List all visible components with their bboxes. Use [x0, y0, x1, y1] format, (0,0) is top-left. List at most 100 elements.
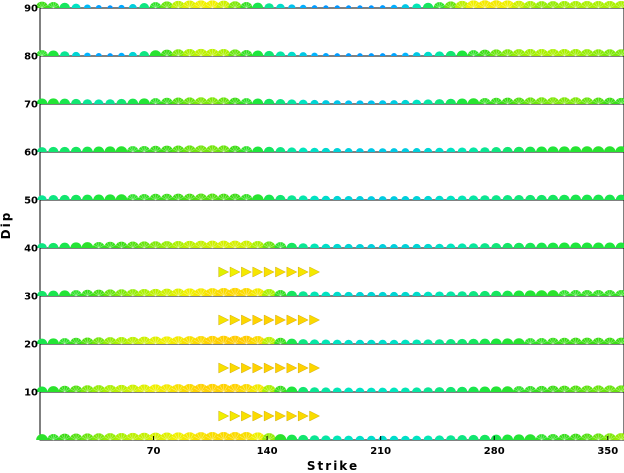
mechanism-mark — [435, 195, 444, 200]
mechanism-mark — [536, 146, 548, 152]
mechanism-mark — [356, 148, 364, 152]
mechanism-mark — [311, 52, 318, 56]
mechanism-mark — [614, 433, 624, 441]
mechanism-mark — [298, 434, 309, 440]
mechanism-mark — [602, 0, 617, 9]
mechanism-mark — [558, 337, 571, 345]
mechanism-mark — [59, 98, 71, 104]
mechanism-mark — [457, 291, 467, 296]
mechanism-mark — [92, 289, 106, 297]
mechanism-mark — [310, 147, 319, 152]
mechanism-mark — [478, 49, 492, 57]
mechanism-mark — [344, 339, 353, 344]
mechanism-mark — [59, 2, 70, 8]
y-tick-label: 90 — [24, 4, 38, 15]
mechanism-mark — [457, 435, 468, 440]
mechanism-mark — [356, 100, 364, 104]
mechanism-mark — [457, 195, 467, 200]
mechanism-mark — [355, 339, 365, 344]
mechanism-mark — [591, 385, 606, 393]
mechanism-mark — [136, 432, 152, 441]
mechanism-mark — [309, 435, 320, 440]
mechanism-mark — [115, 194, 128, 200]
mechanism-mark — [478, 97, 491, 105]
mechanism-mark — [513, 290, 525, 296]
mechanism-mark — [513, 242, 525, 248]
mechanism-mark — [593, 194, 604, 200]
mechanism-mark — [333, 100, 341, 104]
mechanism-mark — [299, 4, 307, 8]
mechanism-mark — [446, 435, 456, 440]
mechanism-mark — [332, 435, 342, 440]
mechanism-mark — [310, 291, 320, 296]
mechanism-mark — [412, 52, 421, 56]
mechanism-mark — [299, 52, 307, 56]
mechanism-mark — [298, 386, 309, 392]
mechanism-mark — [423, 387, 433, 392]
mechanism-mark — [288, 4, 296, 8]
mechanism-mark — [274, 385, 287, 393]
mechanism-mark — [603, 97, 617, 105]
mechanism-mark — [58, 433, 72, 441]
mechanism-mark — [92, 337, 106, 345]
mechanism-mark — [171, 193, 185, 201]
mechanism-mark — [454, 0, 470, 9]
mechanism-mark — [547, 146, 559, 152]
mechanism-mark — [592, 146, 605, 152]
mechanism-mark — [591, 49, 606, 57]
mechanism-mark — [412, 339, 422, 344]
mechanism-mark — [37, 243, 47, 248]
mechanism-mark — [263, 314, 275, 326]
mechanism-mark — [80, 385, 95, 393]
mechanism-mark — [333, 195, 342, 200]
mechanism-mark — [93, 146, 105, 152]
mechanism-mark — [81, 242, 94, 248]
mechanism-mark — [513, 338, 525, 344]
mechanism-mark — [401, 196, 410, 200]
mechanism-mark — [171, 145, 185, 153]
mechanism-mark — [390, 148, 398, 152]
mechanism-mark — [367, 244, 376, 248]
y-tick-label: 20 — [24, 340, 38, 351]
mechanism-mark — [378, 244, 387, 248]
mechanism-mark — [535, 337, 548, 345]
mechanism-mark — [581, 242, 593, 248]
mechanism-mark — [558, 146, 570, 152]
mechanism-mark — [523, 0, 538, 9]
mechanism-mark — [125, 432, 141, 441]
mechanism-mark — [345, 53, 352, 56]
mechanism-mark — [137, 241, 151, 249]
mechanism-mark — [580, 385, 594, 393]
mechanism-mark — [250, 240, 265, 249]
mechanism-mark — [490, 97, 503, 105]
mechanism-mark — [333, 147, 342, 152]
mechanism-mark — [536, 194, 547, 200]
mechanism-mark — [434, 339, 445, 344]
y-tick-label: 50 — [24, 196, 38, 207]
mechanism-mark — [512, 97, 526, 105]
mechanism-mark — [355, 387, 365, 392]
mechanism-mark — [239, 240, 254, 249]
mechanism-mark — [118, 52, 125, 56]
mechanism-mark — [250, 384, 266, 393]
mechanism-mark — [401, 243, 410, 248]
mechanism-mark — [71, 51, 81, 56]
mechanism-mark — [93, 194, 105, 200]
mechanism-mark — [491, 147, 502, 152]
mechanism-mark — [524, 290, 536, 296]
mechanism-mark — [309, 387, 320, 392]
mechanism-mark — [546, 385, 560, 393]
mechanism-mark — [467, 50, 480, 57]
mechanism-mark — [378, 148, 387, 152]
mechanism-mark — [491, 195, 502, 200]
mechanism-mark — [138, 98, 150, 104]
mechanism-mark — [603, 146, 616, 152]
mechanism-mark — [524, 242, 536, 248]
mechanism-marks — [35, 0, 624, 441]
mechanism-mark — [274, 242, 287, 249]
mechanism-mark — [263, 410, 275, 422]
x-tick-label: 70 — [147, 446, 161, 457]
mechanism-mark — [513, 194, 524, 200]
mechanism-mark — [615, 242, 624, 248]
